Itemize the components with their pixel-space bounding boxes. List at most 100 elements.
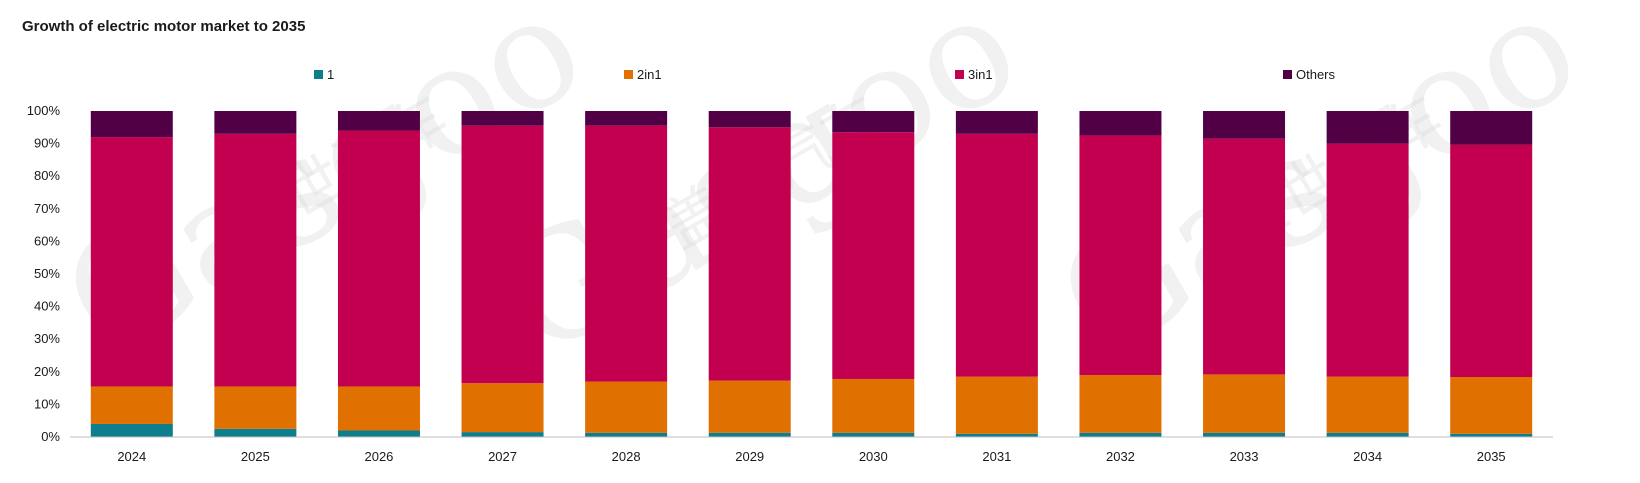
bar-segment-3in1 [337,130,420,387]
bar-segment-1 [1203,432,1286,437]
bar-segment-1 [1079,432,1162,437]
bar-segment-1 [90,423,173,437]
x-axis: 2024 2025 2026 2027 2028 2029 2030 2031 2032 2033… [70,436,1553,464]
y-tick-label: 90% [34,136,60,151]
x-tick-label: 2028 [612,449,641,464]
x-tick-label: 2031 [982,449,1011,464]
bar-stack-2025 [214,111,297,437]
bar-segment-2in1 [955,376,1038,434]
y-tick-label: 70% [34,201,60,216]
bar-segment-1 [461,432,544,437]
bar-segment-1 [1450,433,1533,437]
bar-segment-3in1 [214,133,297,387]
x-tick-label: 2026 [364,449,393,464]
bar-segment-others [585,111,668,126]
bar-segment-others [90,111,173,138]
bar-segment-1 [585,432,668,437]
y-axis: 0% 10% 20% 30% 40% 50% 60% 70% 80% 90% 100% [27,103,61,444]
bar-segment-2in1 [585,381,668,433]
y-tick-label: 30% [34,331,60,346]
bars [90,111,1533,437]
y-tick-label: 20% [34,364,60,379]
bar-segment-1 [214,428,297,437]
bar-segment-3in1 [1450,144,1533,378]
bar-segment-others [955,111,1038,134]
x-tick-label: 2035 [1477,449,1506,464]
bar-stack-2033 [1203,111,1286,437]
bar-segment-others [708,111,791,128]
bar-segment-3in1 [90,137,173,387]
bar-segment-others [337,111,420,131]
y-tick-label: 10% [34,396,60,411]
legend-swatch [314,70,323,79]
y-tick-label: 60% [34,233,60,248]
bar-segment-2in1 [1079,375,1162,433]
legend: 1 2in1 3in1 Others [314,67,1336,82]
x-tick-label: 2029 [735,449,764,464]
x-tick-label: 2030 [859,449,888,464]
bar-segment-2in1 [337,386,420,431]
bar-stack-2031 [955,111,1038,437]
bar-stack-2035 [1450,111,1533,437]
bar-stack-2030 [832,111,915,437]
bar-segment-others [1326,111,1409,144]
bar-segment-3in1 [1079,135,1162,376]
bar-segment-3in1 [832,132,915,379]
legend-swatch [1283,70,1292,79]
bar-stack-2027 [461,111,544,437]
bar-segment-1 [955,433,1038,437]
bar-segment-3in1 [585,125,668,382]
x-tick-label: 2025 [241,449,270,464]
y-tick-label: 40% [34,299,60,314]
bar-segment-3in1 [1203,138,1286,375]
legend-swatch [955,70,964,79]
bar-segment-2in1 [1450,377,1533,434]
bar-stack-2032 [1079,111,1162,437]
bar-segment-1 [1326,432,1409,437]
bar-segment-3in1 [708,127,791,381]
bar-segment-others [1450,111,1533,145]
y-tick-label: 50% [34,266,60,281]
bar-segment-2in1 [90,386,173,424]
chart-title: Growth of electric motor market to 2035 [22,18,306,35]
y-tick-label: 0% [41,429,60,444]
bar-segment-2in1 [708,380,791,433]
bar-stack-2028 [585,111,668,437]
legend-label: 2in1 [637,67,662,82]
bar-segment-others [461,111,544,126]
bar-stack-2034 [1326,111,1409,437]
bar-segment-2in1 [1203,374,1286,433]
bar-segment-2in1 [461,383,544,433]
bar-segment-1 [832,432,915,437]
bar-segment-1 [708,432,791,437]
legend-item: Others [1283,67,1336,82]
legend-item: 1 [314,67,334,82]
bar-segment-others [1203,111,1286,139]
bar-segment-2in1 [214,386,297,429]
x-tick-label: 2033 [1230,449,1259,464]
bar-stack-2029 [708,111,791,437]
bar-stack-2024 [90,111,173,437]
x-tick-label: 2024 [117,449,146,464]
bar-segment-3in1 [461,125,544,384]
bar-segment-others [832,111,915,133]
legend-item: 3in1 [955,67,993,82]
bar-segment-2in1 [832,378,915,433]
bar-segment-2in1 [1326,376,1409,433]
legend-label: 3in1 [968,67,993,82]
legend-item: 2in1 [624,67,662,82]
bar-segment-others [1079,111,1162,136]
x-tick-label: 2027 [488,449,517,464]
x-tick-label: 2034 [1353,449,1382,464]
y-tick-label: 100% [27,103,61,118]
legend-label: Others [1296,67,1336,82]
x-tick-label: 2032 [1106,449,1135,464]
bar-segment-1 [337,430,420,437]
bar-segment-3in1 [1326,143,1409,377]
bar-segment-others [214,111,297,134]
y-tick-label: 80% [34,168,60,183]
legend-swatch [624,70,633,79]
legend-label: 1 [327,67,334,82]
bar-stack-2026 [337,111,420,437]
